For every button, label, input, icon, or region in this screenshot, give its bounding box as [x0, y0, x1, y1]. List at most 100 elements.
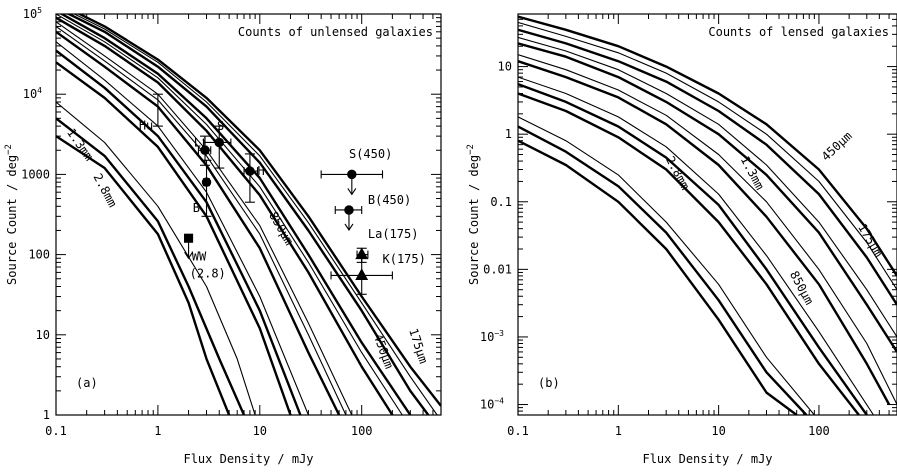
y-tick-label-exponent: 4	[37, 86, 42, 95]
circle-marker	[347, 169, 357, 180]
curve-label: 450μm	[819, 129, 855, 164]
y-axis-label-base: Source Count / deg	[5, 155, 19, 285]
series-line-13mm-3	[56, 61, 292, 415]
y-tick-label-base: 1	[505, 127, 512, 141]
y-tick-label-base: 1	[43, 408, 50, 422]
data-point-b450: B(450)	[334, 193, 411, 231]
x-tick-label: 0.1	[507, 424, 529, 438]
y-tick-label: 1	[505, 127, 512, 141]
data-point-s450: S(450)	[320, 147, 392, 196]
y-tick-label-base: 10	[480, 398, 494, 412]
y-tick-label-base: 10	[23, 7, 37, 21]
series-line-28mm-0	[518, 139, 798, 415]
series-line-850m-7	[56, 25, 347, 415]
data-point-label: La(175)	[368, 227, 419, 241]
y-axis-label: Source Count / deg−2	[466, 144, 481, 285]
y-tick-label-exponent: 5	[37, 6, 42, 15]
y-tick-label: 0.01	[483, 262, 512, 276]
data-point-hu: Hu	[139, 93, 163, 132]
data-point-label: K(175)	[383, 252, 426, 266]
series-line-450m-8	[518, 42, 897, 353]
data-point-label: Hu	[139, 118, 153, 132]
series-line-13mm-5	[518, 76, 874, 415]
y-tick-label: 100	[28, 248, 50, 262]
series-line-850m-8	[56, 21, 353, 415]
data-point-label: S	[217, 119, 224, 133]
x-tick-label: 1	[154, 424, 161, 438]
y-tick-label: 1000	[21, 167, 50, 181]
series-line-13mm-5	[56, 41, 309, 415]
x-tick-label-base: 0.1	[507, 424, 529, 438]
series-line-28mm-2	[518, 116, 815, 415]
y-tick-label-base: 0.01	[483, 262, 512, 276]
data-point-b: B	[193, 159, 212, 217]
series-line-175m-11	[518, 21, 897, 290]
data-point-ww: WW (2.8)	[184, 233, 226, 281]
curve-label: 2.8mm	[663, 154, 692, 192]
circle-marker	[200, 145, 210, 156]
x-axis-label: Flux Density / mJy	[642, 452, 772, 466]
y-tick-label-exponent: −3	[494, 329, 504, 338]
series-line-13mm-3	[518, 92, 860, 415]
series-line-28mm-1	[56, 117, 246, 415]
axis-ticks	[55, 13, 442, 416]
series-line-28mm-0	[56, 135, 231, 415]
y-tick-label: 1	[43, 408, 50, 422]
y-tick-label-base: 100	[28, 248, 50, 262]
x-tick-label: 10	[711, 424, 725, 438]
y-tick-label: 0.1	[490, 195, 512, 209]
data-point-label: WW	[192, 249, 207, 263]
curve-label: 450μm	[371, 332, 397, 371]
circle-marker	[201, 177, 212, 187]
y-tick-label: 104	[23, 86, 42, 101]
panel-title: Counts of unlensed galaxies	[238, 25, 433, 39]
data-point-k175: K(175)	[330, 252, 426, 295]
x-tick-label-base: 100	[351, 424, 373, 438]
series-line-450m-11	[59, 14, 412, 415]
series-line-175m-10	[518, 28, 897, 306]
series-line-175m-14	[76, 14, 441, 407]
upper-limit-arrow	[184, 251, 194, 260]
data-point-label: B	[193, 201, 200, 215]
plot-frame	[55, 13, 442, 416]
data-point-label: Li	[194, 135, 208, 149]
x-tick-label: 0.1	[45, 424, 67, 438]
x-tick-label-base: 1	[154, 424, 161, 438]
y-axis-label-exponent: −2	[4, 144, 14, 155]
series-line-450m-10	[56, 14, 403, 415]
curve-label: 2.8mm	[90, 171, 119, 209]
x-tick-label: 100	[808, 424, 830, 438]
series-line-175m-13	[73, 14, 438, 415]
y-tick-label-base: 0.1	[490, 195, 512, 209]
y-tick-label-base: 10	[36, 328, 50, 342]
series-line-850m-7	[518, 54, 897, 405]
x-tick-label-base: 10	[711, 424, 725, 438]
y-tick-label-base: 1000	[21, 167, 50, 181]
y-tick-label: 10−3	[480, 329, 504, 344]
data-point-h: H	[243, 153, 265, 203]
series-line-13mm-4	[56, 49, 302, 415]
y-tick-label-base: 10	[23, 87, 37, 101]
panel-title: Counts of lensed galaxies	[708, 25, 889, 39]
triangle-marker	[355, 247, 369, 260]
y-tick-label: 10	[498, 60, 512, 74]
series-curves	[56, 14, 441, 415]
series-curves	[518, 15, 897, 415]
series-line-850m-6	[56, 30, 341, 415]
y-tick-label-exponent: −4	[494, 397, 504, 406]
y-tick-label-base: 10	[480, 330, 494, 344]
circle-marker	[344, 205, 354, 215]
x-tick-label-base: 1	[615, 424, 622, 438]
y-axis-label-exponent: −2	[466, 144, 476, 155]
series-line-28mm-1	[518, 125, 808, 415]
upper-limit-arrow	[347, 188, 357, 196]
series-line-450m-9	[518, 36, 897, 338]
x-tick-label-base: 0.1	[45, 424, 67, 438]
plot-frame	[517, 13, 897, 416]
y-axis-label-base: Source Count / deg	[467, 155, 481, 285]
circle-marker	[214, 137, 225, 148]
